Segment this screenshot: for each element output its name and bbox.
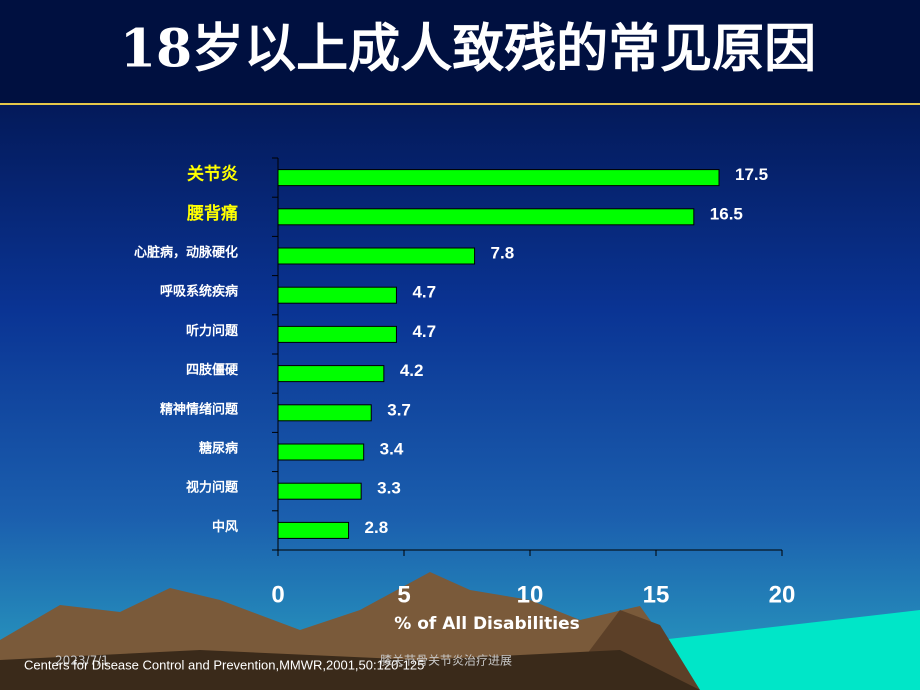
footer-topic: 膝关节骨关节炎治疗进展 (380, 654, 512, 668)
value-label: 3.7 (387, 400, 411, 419)
footer-date: 2023/7/1 (55, 654, 109, 668)
value-label: 17.5 (735, 165, 768, 184)
y-tick-label: 听力问题 (186, 323, 239, 339)
bar (277, 169, 720, 187)
x-tick-label: 20 (769, 581, 796, 608)
value-label: 7.8 (491, 243, 515, 262)
value-label: 4.7 (412, 322, 436, 341)
x-tick-label: 15 (643, 581, 670, 608)
bar (277, 247, 476, 265)
bar (277, 482, 362, 500)
bar (277, 365, 385, 383)
y-tick-label: 呼吸系统疾病 (160, 284, 238, 300)
footer-source: Centers for Disease Control and Preventi… (24, 657, 424, 672)
bar (277, 443, 365, 461)
value-label: 3.4 (380, 439, 404, 458)
foreground (0, 650, 700, 690)
sea (660, 610, 920, 690)
y-tick-label: 中风 (212, 519, 238, 535)
bar (277, 286, 397, 304)
bar (277, 208, 695, 226)
x-tick-label: 10 (517, 581, 544, 608)
title-band (0, 0, 920, 103)
value-label: 3.3 (377, 479, 401, 498)
value-label: 4.2 (400, 361, 424, 380)
x-tick-label: 5 (397, 581, 410, 608)
y-tick-label: 四肢僵硬 (186, 362, 239, 378)
bar (277, 521, 350, 539)
y-tick-label: 心脏病，动脉硬化 (134, 245, 238, 261)
x-tick-label: 0 (271, 581, 284, 608)
bar (277, 404, 372, 422)
value-label: 16.5 (710, 204, 743, 223)
y-tick-label: 腰背痛 (187, 203, 238, 224)
x-axis-label: % of All Disabilities (394, 614, 579, 634)
y-tick-label: 精神情绪问题 (160, 401, 239, 417)
value-label: 2.8 (365, 518, 389, 537)
value-label: 4.7 (412, 283, 436, 302)
y-tick-label: 视力问题 (186, 480, 239, 496)
y-tick-label: 糖尿病 (199, 441, 238, 457)
bar (277, 325, 397, 343)
y-tick-label: 关节炎 (187, 164, 238, 185)
chart-title: 18岁以上成人致残的常见原因 (120, 19, 816, 80)
